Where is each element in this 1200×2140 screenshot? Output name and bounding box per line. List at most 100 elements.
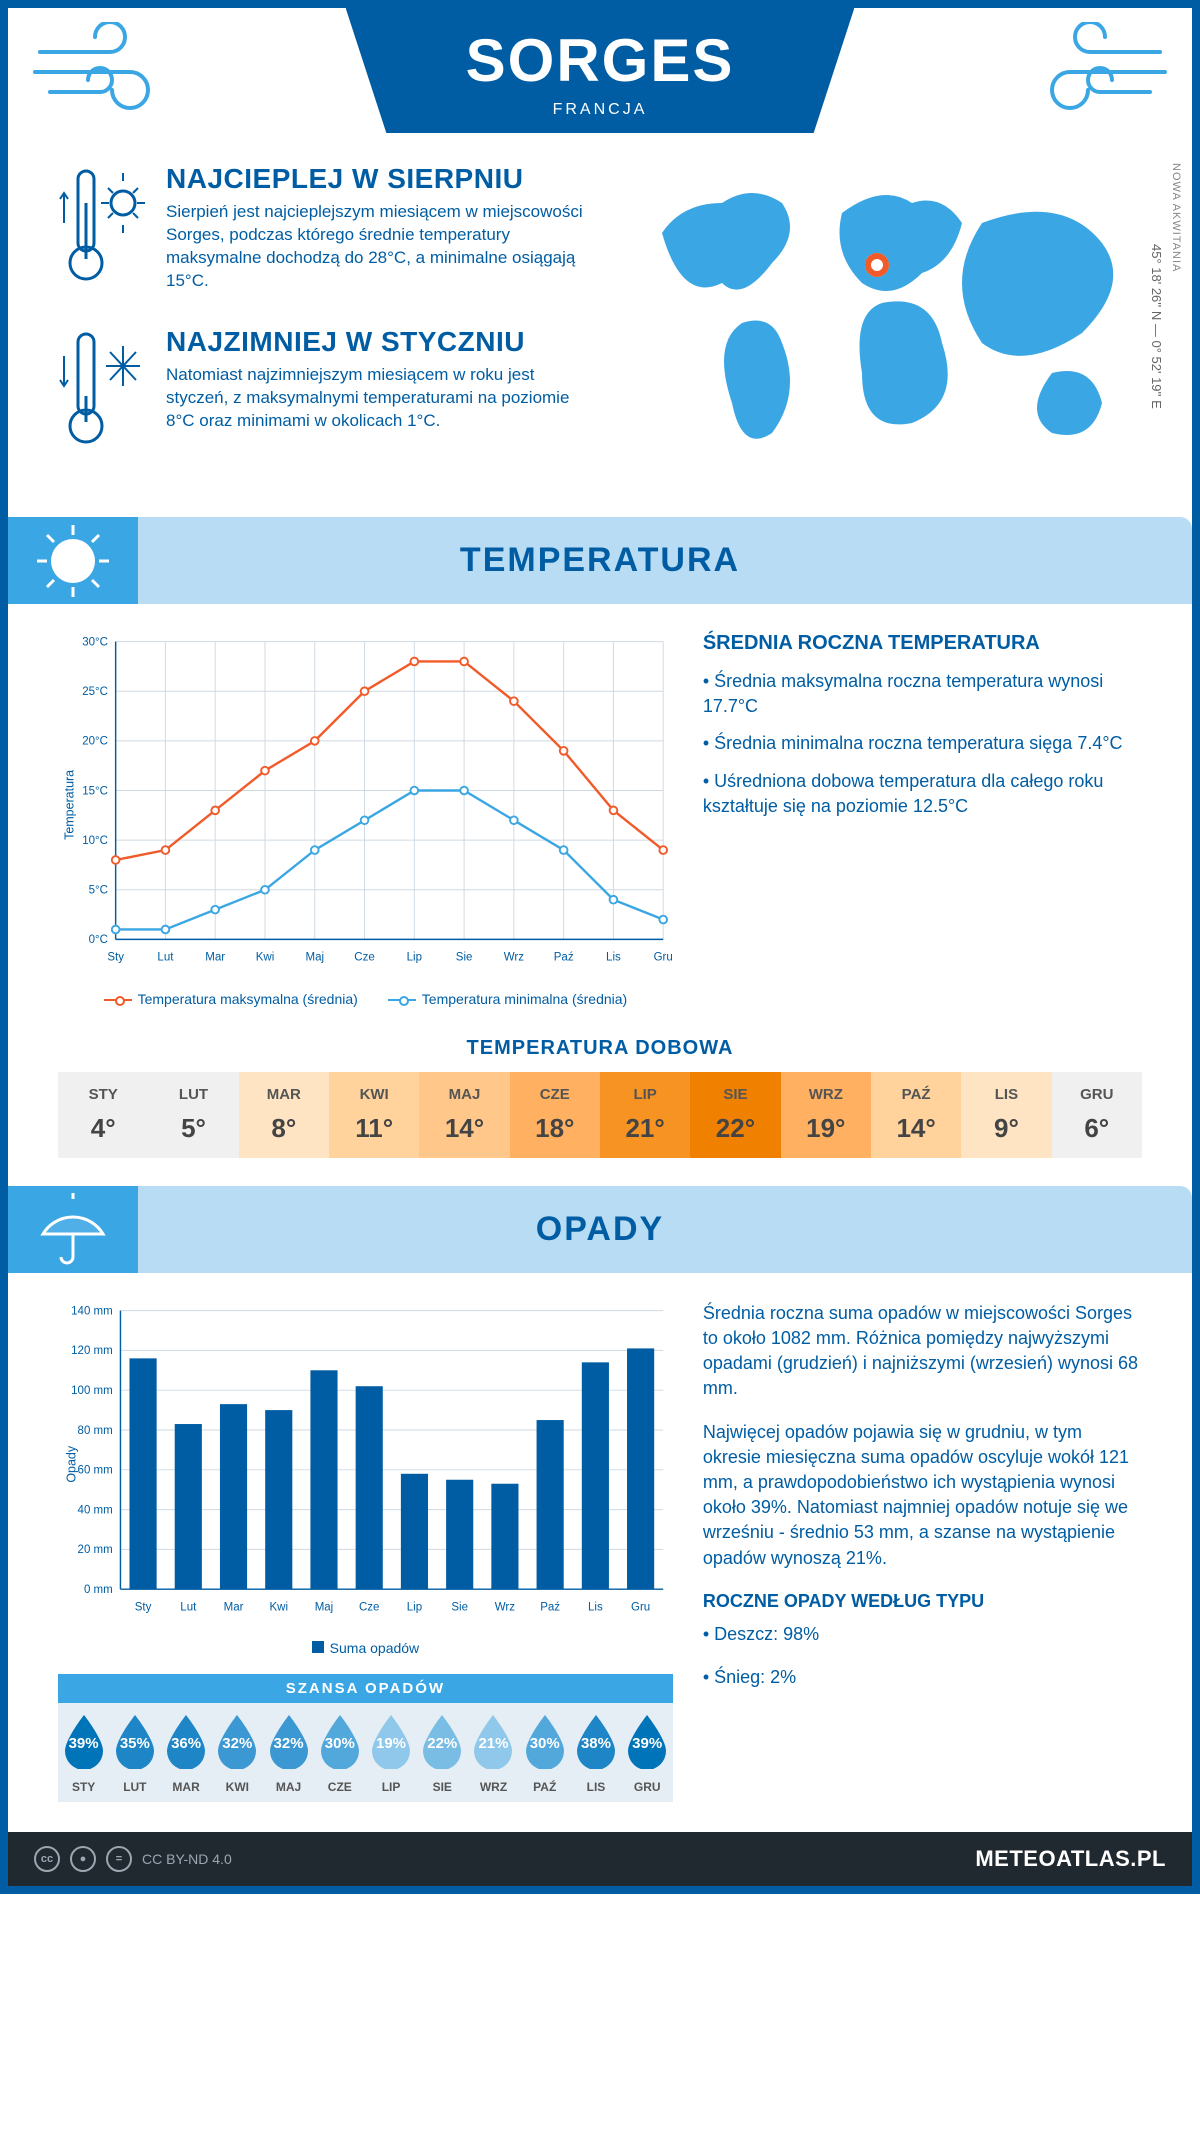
svg-text:25°C: 25°C (82, 686, 108, 698)
annual-temp-bullet: • Średnia maksymalna roczna temperatura … (703, 669, 1142, 719)
legend-max: Temperatura maksymalna (średnia) (138, 991, 358, 1007)
svg-text:20 mm: 20 mm (78, 1544, 113, 1556)
daily-cell: LUT5° (148, 1072, 238, 1158)
svg-text:10°C: 10°C (82, 835, 108, 847)
summary-coldest-heading: NAJZIMNIEJ W STYCZNIU (166, 326, 592, 358)
summary-coldest-text: Natomiast najzimniejszym miesiącem w rok… (166, 364, 592, 433)
daily-cell: LIS9° (961, 1072, 1051, 1158)
rain-chance-drop: 21%WRZ (468, 1703, 519, 1802)
daily-cell: LIP21° (600, 1072, 690, 1158)
annual-temp-heading: ŚREDNIA ROCZNA TEMPERATURA (703, 632, 1142, 655)
svg-text:Lis: Lis (588, 1601, 603, 1613)
legend-min: Temperatura minimalna (średnia) (422, 991, 627, 1007)
rain-type-heading: ROCZNE OPADY WEDŁUG TYPU (703, 1589, 1142, 1614)
nd-icon: = (106, 1846, 132, 1872)
svg-text:Wrz: Wrz (495, 1601, 515, 1613)
svg-text:0°C: 0°C (89, 934, 108, 946)
hero: SORGES FRANCJA (8, 8, 1192, 133)
location-title: SORGES (466, 26, 735, 95)
svg-text:0 mm: 0 mm (84, 1584, 113, 1596)
svg-text:Gru: Gru (654, 952, 673, 964)
svg-text:Lut: Lut (180, 1601, 197, 1613)
svg-text:140 mm: 140 mm (71, 1305, 113, 1317)
thermometer-hot-icon (58, 163, 148, 298)
daily-cell: MAJ14° (419, 1072, 509, 1158)
svg-text:15°C: 15°C (82, 785, 108, 797)
svg-text:30°C: 30°C (82, 636, 108, 648)
svg-text:Kwi: Kwi (256, 952, 275, 964)
rain-chance-drop: 39%STY (58, 1703, 109, 1802)
svg-text:Sie: Sie (456, 952, 473, 964)
map-region: NOWA AKWITANIA (1170, 163, 1182, 272)
svg-text:Wrz: Wrz (504, 952, 524, 964)
daily-cell: MAR8° (239, 1072, 329, 1158)
summary-warmest-text: Sierpień jest najcieplejszym miesiącem w… (166, 201, 592, 293)
daily-cell: WRZ19° (781, 1072, 871, 1158)
svg-text:Sty: Sty (107, 952, 124, 964)
by-icon: ● (70, 1846, 96, 1872)
summary-warmest: NAJCIEPLEJ W SIERPNIU Sierpień jest najc… (58, 163, 592, 298)
svg-text:Kwi: Kwi (269, 1601, 288, 1613)
cc-icon: cc (34, 1846, 60, 1872)
rain-chance-drop: 39%GRU (622, 1703, 673, 1802)
svg-text:120 mm: 120 mm (71, 1345, 113, 1357)
rain-paragraph-1: Średnia roczna suma opadów w miejscowośc… (703, 1301, 1142, 1402)
summary-warmest-heading: NAJCIEPLEJ W SIERPNIU (166, 163, 592, 195)
rain-chance-drop: 38%LIS (570, 1703, 621, 1802)
site-name: METEOATLAS.PL (975, 1846, 1166, 1872)
daily-cell: SIE22° (690, 1072, 780, 1158)
svg-text:Lut: Lut (157, 952, 174, 964)
section-rain-header: OPADY (8, 1186, 1192, 1273)
svg-text:Lip: Lip (407, 952, 422, 964)
svg-text:Paź: Paź (554, 952, 574, 964)
umbrella-icon (8, 1186, 138, 1273)
svg-text:40 mm: 40 mm (78, 1504, 113, 1516)
daily-cell: GRU6° (1052, 1072, 1142, 1158)
daily-cell: STY4° (58, 1072, 148, 1158)
svg-text:80 mm: 80 mm (78, 1425, 113, 1437)
wind-decoration-icon (1030, 22, 1170, 117)
svg-text:Paź: Paź (540, 1601, 560, 1613)
rain-chance-heading: SZANSA OPADÓW (58, 1674, 673, 1703)
svg-text:Sie: Sie (451, 1601, 468, 1613)
footer: cc ● = CC BY-ND 4.0 METEOATLAS.PL (8, 1832, 1192, 1886)
daily-cell: CZE18° (510, 1072, 600, 1158)
section-temperature-header: TEMPERATURA (8, 517, 1192, 604)
thermometer-cold-icon (58, 326, 148, 461)
svg-text:5°C: 5°C (89, 885, 108, 897)
rain-chance-drop: 32%KWI (212, 1703, 263, 1802)
legend-rain: Suma opadów (330, 1640, 420, 1656)
daily-temp-heading: TEMPERATURA DOBOWA (8, 1037, 1192, 1060)
rain-chance-bar: SZANSA OPADÓW 39%STY35%LUT36%MAR32%KWI32… (58, 1674, 673, 1802)
svg-text:Lip: Lip (407, 1601, 422, 1613)
daily-temp-row: STY4°LUT5°MAR8°KWI11°MAJ14°CZE18°LIP21°S… (58, 1072, 1142, 1158)
rain-chance-drop: 30%CZE (314, 1703, 365, 1802)
daily-cell: KWI11° (329, 1072, 419, 1158)
rain-chance-drop: 22%SIE (417, 1703, 468, 1802)
svg-text:60 mm: 60 mm (78, 1464, 113, 1476)
svg-text:Gru: Gru (631, 1601, 650, 1613)
rain-chance-drop: 35%LUT (109, 1703, 160, 1802)
svg-text:Mar: Mar (224, 1601, 244, 1613)
svg-text:Mar: Mar (205, 952, 225, 964)
svg-text:Temperatura: Temperatura (62, 770, 76, 840)
svg-text:Sty: Sty (135, 1601, 152, 1613)
svg-text:Lis: Lis (606, 952, 621, 964)
map-marker-icon (865, 253, 889, 277)
temperature-chart: 0°C5°C10°C15°C20°C25°C30°CStyLutMarKwiMa… (58, 632, 673, 1007)
license-text: CC BY-ND 4.0 (142, 1851, 232, 1867)
rain-chance-drop: 30%PAŹ (519, 1703, 570, 1802)
rain-chance-drop: 32%MAJ (263, 1703, 314, 1802)
rain-chance-drop: 19%LIP (365, 1703, 416, 1802)
svg-text:100 mm: 100 mm (71, 1385, 113, 1397)
svg-text:Maj: Maj (305, 952, 324, 964)
wind-decoration-icon (30, 22, 170, 117)
map-coordinates: 45° 18' 26'' N — 0° 52' 19'' E (1149, 163, 1164, 489)
world-map: 45° 18' 26'' N — 0° 52' 19'' E NOWA AKWI… (622, 163, 1142, 489)
annual-temp-bullet: • Uśredniona dobowa temperatura dla całe… (703, 769, 1142, 819)
svg-text:Cze: Cze (354, 952, 374, 964)
location-country: FRANCJA (466, 101, 735, 119)
rain-chance-drop: 36%MAR (160, 1703, 211, 1802)
annual-temp-bullet: • Średnia minimalna roczna temperatura s… (703, 731, 1142, 756)
daily-cell: PAŹ14° (871, 1072, 961, 1158)
